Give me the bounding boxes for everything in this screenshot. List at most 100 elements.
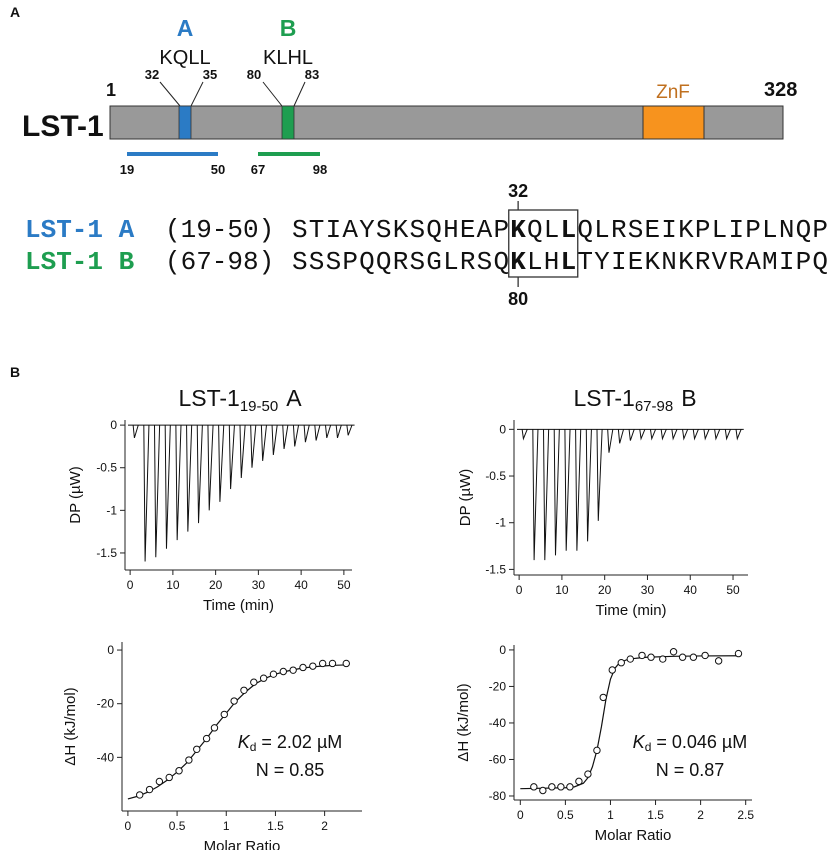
data-point [626, 655, 634, 663]
y-tick-label: -1 [106, 503, 117, 517]
data-point [539, 786, 547, 795]
alignment-name: LST-1 A [25, 215, 135, 245]
annotation-text: N = 0.87 [656, 760, 725, 780]
injection-peak [575, 429, 582, 551]
data-point [342, 659, 350, 668]
x-tick-label: 20 [598, 583, 612, 597]
data-point [689, 653, 698, 661]
x-tick-label: 1.5 [267, 819, 284, 833]
injection-peak [164, 425, 171, 549]
data-point [309, 662, 317, 670]
x-tick-label: 10 [166, 578, 180, 592]
data-point [193, 745, 201, 754]
y-tick-label: -20 [97, 697, 115, 711]
motif-end: 83 [305, 67, 319, 82]
data-point [299, 663, 307, 672]
residue-label: 32 [508, 181, 528, 201]
injection-peak [271, 425, 278, 456]
injection-peak [703, 429, 710, 441]
y-tick-label: 0 [499, 643, 506, 657]
alignment-range: (67-98) [165, 247, 274, 277]
injection-peak [218, 425, 225, 502]
injection-peak [724, 429, 731, 441]
alignment-sequence: SSSPQQRSGLRSQKLHLTYIEKNKRVRAMIPQ [292, 247, 828, 277]
injection-peak [607, 429, 614, 453]
injection-peak [682, 429, 689, 441]
x-tick-label: 20 [209, 578, 223, 592]
data-point [714, 657, 723, 665]
injection-peak [250, 425, 257, 468]
data-point [202, 734, 211, 743]
injection-peak [553, 429, 560, 556]
data-point [269, 670, 278, 678]
injection-peak [196, 425, 203, 524]
data-point [678, 653, 687, 661]
data-point [566, 783, 574, 791]
data-point [210, 724, 219, 732]
x-axis-label: Time (min) [203, 597, 274, 614]
injection-peak [532, 429, 539, 561]
y-axis-label: DP (µW) [457, 469, 474, 527]
motif-letter: B [280, 15, 297, 41]
injection-peak [639, 429, 646, 441]
data-point [185, 756, 193, 764]
data-point [659, 655, 667, 663]
motif-start: 80 [247, 67, 261, 82]
data-point [145, 785, 154, 794]
injection-peak [596, 429, 603, 521]
data-point [608, 666, 616, 674]
title-main: LST-1 [178, 385, 239, 411]
injection-peak [143, 425, 150, 562]
motif-box [281, 105, 295, 140]
data-point [165, 773, 173, 782]
annotation-symbol: K [633, 732, 646, 752]
domain-label: ZnF [656, 82, 690, 103]
y-tick-label: 0 [110, 418, 117, 432]
injection-peak [735, 429, 742, 441]
injection-peak [153, 425, 161, 558]
protein-name: LST-1 [22, 110, 104, 143]
injection-peak [564, 429, 571, 551]
annotation-text: = 0.046 µM [656, 732, 747, 752]
alignment-sequence: STIAYSKSQHEAPKQLLQLRSEIKPLIPLNQP [292, 215, 828, 245]
annotation-symbol: K [238, 732, 251, 752]
chart-title: LST-119-50 A [178, 385, 302, 415]
annotation: N = 0.87 [656, 760, 725, 780]
annotation-subscript: d [250, 740, 257, 754]
alignment-name: LST-1 B [25, 247, 135, 277]
x-axis-label: Time (min) [595, 602, 666, 619]
title-main: LST-1 [573, 385, 634, 411]
data-point [584, 770, 592, 778]
x-axis-label: Molar Ratio [204, 838, 281, 850]
x-tick-label: 2 [697, 808, 704, 822]
data-point [328, 659, 337, 668]
peptide-end: 98 [313, 162, 327, 177]
motif-box [178, 105, 192, 140]
y-axis-label: DP (µW) [67, 466, 84, 524]
y-tick-label: -40 [97, 750, 115, 764]
znf-domain [642, 105, 705, 140]
x-tick-label: 1 [223, 819, 230, 833]
pointer-line [190, 81, 204, 107]
pointer-line [159, 81, 181, 107]
data-point [175, 767, 183, 775]
x-tick-label: 1 [607, 808, 614, 822]
y-tick-label: -40 [489, 716, 507, 730]
motif-start: 32 [145, 67, 159, 82]
x-tick-label: 1.5 [647, 808, 664, 822]
data-point [617, 659, 625, 667]
x-tick-label: 0 [125, 819, 132, 833]
injection-peak [660, 429, 667, 441]
injection-peak [617, 429, 624, 444]
y-axis-label: ΔH (kJ/mol) [62, 687, 79, 765]
data-point [250, 678, 258, 686]
injection-peak [346, 424, 353, 436]
injection-peak [649, 429, 657, 441]
data-point [279, 667, 288, 676]
data-point [575, 777, 583, 786]
y-tick-label: -80 [489, 789, 507, 803]
y-axis-label: ΔH (kJ/mol) [455, 683, 472, 761]
data-point [530, 783, 538, 791]
data-point [318, 659, 327, 668]
